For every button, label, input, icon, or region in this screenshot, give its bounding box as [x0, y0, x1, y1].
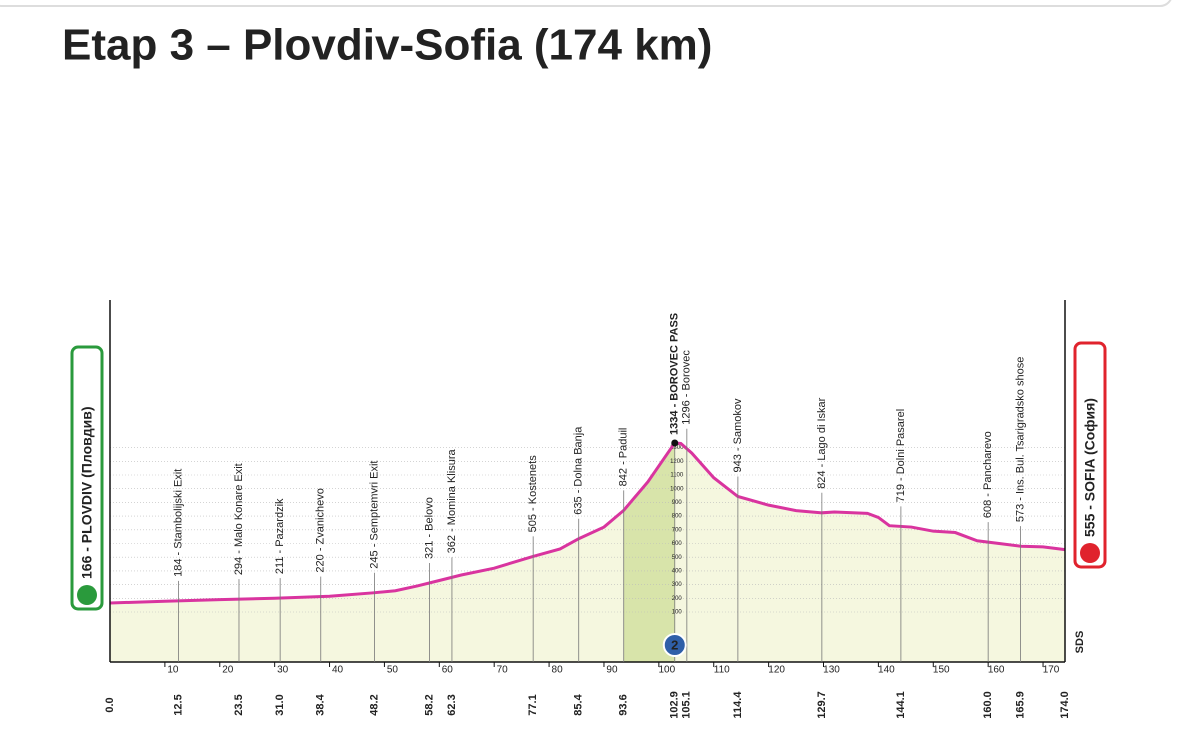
x-tick-label: 10	[167, 665, 179, 676]
waypoint-km: 31.0	[274, 694, 286, 715]
y-tick-label: 800	[672, 514, 683, 520]
waypoint-label: 321 - Belovo	[423, 497, 435, 559]
x-tick-label: 80	[552, 665, 564, 676]
waypoint-label: 943 - Samokov	[732, 398, 744, 472]
bike-icon	[77, 585, 97, 605]
endpoint-label: 555 - SOFIA (София)	[1082, 398, 1098, 537]
waypoint-km: 165.9	[1014, 691, 1026, 719]
x-tick-label: 160	[988, 665, 1005, 676]
y-tick-label: 500	[672, 555, 683, 561]
waypoint-km: 77.1	[527, 694, 539, 715]
waypoint-km: 114.4	[732, 691, 744, 719]
endpoint-box	[70, 345, 104, 611]
credit: SDS	[1074, 631, 1086, 654]
card-edge	[0, 0, 1172, 7]
x-tick-label: 90	[606, 665, 618, 676]
y-tick-label: 1100	[670, 473, 684, 479]
waypoint-label: 842 - Paduil	[618, 428, 630, 487]
waypoint-label: 245 - Semptemvri Exit	[368, 461, 380, 569]
y-tick-label: 900	[672, 500, 683, 506]
profile-line	[109, 441, 1066, 605]
waypoint-km: 58.2	[423, 694, 435, 715]
waypoint-km: 0.0	[104, 697, 116, 712]
waypoint-km: 23.5	[233, 694, 245, 715]
x-tick-label: 70	[497, 665, 509, 676]
y-tick-label: 300	[672, 582, 683, 588]
x-tick-label: 20	[222, 665, 234, 676]
y-tick-label: 1000	[670, 486, 684, 492]
chart: 100 200 300 400 500 600 700 800 900 1000 1100 1200 1…	[70, 300, 1107, 719]
waypoint-km: 62.3	[446, 694, 458, 715]
y-tick-label: 100	[672, 610, 683, 616]
y-tick-label: 700	[672, 527, 683, 533]
page-title: Etap 3 – Plovdiv-Sofia (174 km)	[62, 21, 712, 70]
bike-icon	[1080, 543, 1100, 563]
x-tick-label: 170	[1043, 665, 1060, 676]
endpoint-box	[1073, 341, 1107, 569]
y-tick-label: 200	[672, 596, 683, 602]
y-tick-label: 1200	[670, 459, 684, 465]
x-tick-label: 40	[332, 665, 344, 676]
y-tick-label: 400	[672, 568, 683, 574]
waypoint-km: 174.0	[1059, 691, 1071, 719]
waypoint-label: 1334 - BOROVEC PASS	[669, 313, 681, 435]
y-tick-label: 600	[672, 541, 683, 547]
waypoint-label: 211 - Pazardzik	[274, 498, 286, 574]
waypoint-km: 160.0	[982, 691, 994, 719]
waypoint-label: 294 - Malo Konare Exit	[233, 463, 245, 575]
climb-area	[623, 442, 675, 662]
endpoint-label: 166 - PLOVDIV (Пловдив)	[79, 407, 95, 580]
waypoint-km: 93.6	[618, 694, 630, 715]
waypoint-km: 48.2	[368, 694, 380, 715]
waypoint-label: 719 - Dolni Pasarel	[895, 409, 907, 503]
x-tick-label: 140	[878, 665, 895, 676]
waypoint-label: 505 - Kostenets	[527, 455, 539, 533]
x-tick-label: 110	[714, 665, 730, 676]
climb-icon	[662, 633, 687, 657]
x-tick-label: 50	[387, 665, 399, 676]
x-tick-label: 150	[933, 665, 950, 676]
x-tick-label: 120	[768, 665, 785, 676]
climb-category: 2	[671, 637, 678, 652]
waypoint-km: 38.4	[315, 693, 327, 715]
waypoint-km: 105.1	[681, 691, 693, 719]
x-tick-label: 30	[277, 665, 289, 676]
waypoint-km: 85.4	[573, 693, 585, 715]
x-tick-label: 60	[442, 665, 454, 676]
x-tick-label: 100	[659, 665, 676, 676]
waypoint-label: 573 - Ins. Bul. Tsarigradsko shose	[1014, 357, 1026, 523]
waypoint-label: 1296 - Borovec	[681, 350, 693, 425]
waypoint-km: 144.1	[895, 691, 907, 719]
waypoint-label: 362 - Momina Klisura	[446, 449, 458, 554]
waypoint-label: 824 - Lago di Iskar	[816, 397, 828, 488]
x-tick-label: 130	[823, 665, 840, 676]
waypoint-km: 129.7	[816, 691, 828, 719]
waypoint-label: 220 - Zvanichevo	[315, 488, 327, 572]
waypoint-label: 184 - Stambolijski Exit	[173, 469, 185, 577]
waypoint-km: 12.5	[173, 694, 185, 715]
summit-dot	[671, 439, 679, 447]
y-tick-label: 1300	[670, 445, 684, 451]
profile-area	[110, 442, 1065, 662]
waypoint-km: 102.9	[669, 691, 681, 719]
waypoint-label: 608 - Pancharevo	[982, 431, 994, 518]
waypoint-label: 635 - Dolna Banja	[573, 426, 585, 515]
